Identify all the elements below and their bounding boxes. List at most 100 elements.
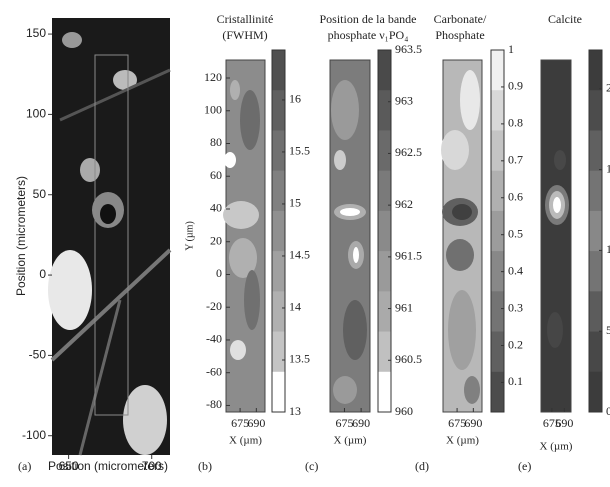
panel-title: Calcite — [548, 12, 582, 26]
panel-title: (FWHM) — [222, 28, 267, 42]
colorbar-step — [491, 130, 504, 172]
colorbar-tick-label: 13.5 — [289, 352, 310, 366]
colorbar-step — [491, 331, 504, 373]
x-tick-label: 690 — [352, 416, 370, 430]
contour-region — [452, 204, 472, 220]
panel-title: Cristallinité — [217, 12, 274, 26]
x-axis-label: X (µm) — [334, 435, 367, 447]
y-tick-label: 80 — [210, 135, 222, 149]
colorbar-tick-label: 963.5 — [395, 42, 422, 56]
colorbar-step — [589, 170, 602, 212]
colorbar-tick-label: 14.5 — [289, 248, 310, 262]
panel-label: (c) — [305, 459, 318, 473]
panel-label: (a) — [18, 459, 31, 473]
contour-region — [334, 150, 346, 170]
colorbar-tick-label: 1 — [606, 242, 610, 256]
colorbar-step — [491, 50, 504, 91]
contour-region — [230, 80, 240, 100]
colorbar-step — [272, 210, 285, 252]
x-tick-label: 675 — [335, 416, 353, 430]
colorbar-step — [491, 371, 504, 413]
contour-region — [441, 130, 469, 170]
colorbar-tick-label: 1 — [508, 42, 514, 56]
panel-label: (d) — [415, 459, 429, 473]
colorbar-step — [589, 251, 602, 292]
colorbar-tick-label: 0.6 — [508, 190, 523, 204]
colorbar-step — [378, 331, 391, 373]
x-tick-label: 675 — [543, 416, 561, 430]
colorbar-frame — [588, 49, 603, 413]
colorbar-step — [378, 210, 391, 252]
colorbar-tick-label: 962 — [395, 197, 413, 211]
colorbar-frame — [490, 49, 505, 413]
colorbar-tick-label: 0.5 — [508, 226, 523, 240]
contour-region — [460, 70, 480, 130]
contour-region — [353, 247, 359, 263]
y-tick-label: 0 — [39, 267, 46, 281]
colorbar-step — [491, 170, 504, 212]
y-tick-label: 120 — [204, 70, 222, 84]
y-axis-label: Y (µm) — [184, 221, 195, 251]
colorbar-step — [589, 291, 602, 333]
x-axis-label: X (µm) — [229, 435, 262, 447]
x-axis-label: Position (micrometers) — [48, 459, 168, 473]
colorbar-tick-label: 0.3 — [508, 300, 523, 314]
colorbar-step — [272, 130, 285, 172]
y-axis-label: Position (micrometers) — [14, 176, 28, 296]
colorbar-step — [589, 130, 602, 172]
colorbar-step — [378, 371, 391, 413]
contour-region — [229, 238, 257, 278]
colorbar-step — [589, 210, 602, 252]
colorbar-step — [491, 251, 504, 292]
colorbar-tick-label: 0.9 — [508, 79, 523, 93]
y-tick-label: -100 — [22, 428, 46, 442]
x-axis-label: X (µm) — [446, 435, 479, 447]
contour-field — [540, 59, 572, 413]
colorbar-tick-label: 960.5 — [395, 352, 422, 366]
colorbar-tick-label: 16 — [289, 92, 301, 106]
contour-region — [448, 290, 476, 370]
colorbar-tick-label: 14 — [289, 300, 301, 314]
panel-title: Phosphate — [435, 28, 484, 42]
colorbar-step — [272, 251, 285, 292]
panel-title: phosphate ν₁PO₄ — [328, 28, 409, 42]
colorbar-tick-label: 963 — [395, 93, 413, 107]
colorbar-step — [272, 371, 285, 413]
colorbar-step — [378, 170, 391, 212]
colorbar-step — [272, 291, 285, 333]
y-tick-label: -80 — [206, 397, 222, 411]
colorbar-tick-label: 962.5 — [395, 145, 422, 159]
y-tick-label: 20 — [210, 233, 222, 247]
x-tick-label: 690 — [555, 416, 573, 430]
y-tick-label: 150 — [26, 26, 46, 40]
contour-region — [230, 340, 246, 360]
y-tick-label: 100 — [204, 103, 222, 117]
colorbar-step — [589, 90, 602, 131]
contour-region — [340, 208, 360, 216]
x-tick-label: 675 — [448, 416, 466, 430]
colorbar-tick-label: 961.5 — [395, 249, 422, 263]
contour-region — [240, 90, 260, 150]
colorbar-tick-label: 0.2 — [508, 337, 523, 351]
colorbar-step — [589, 50, 602, 91]
x-axis-label: X (µm) — [540, 441, 573, 453]
colorbar-tick-label: 0.4 — [508, 263, 523, 277]
y-tick-label: -60 — [206, 364, 222, 378]
contour-region — [464, 376, 480, 404]
micrograph — [48, 18, 172, 456]
colorbar-tick-label: 0.1 — [508, 374, 523, 388]
colorbar-step — [272, 170, 285, 212]
contour-region — [331, 80, 359, 140]
y-tick-label: -20 — [206, 299, 222, 313]
panel-title: Position de la bande — [320, 12, 417, 26]
x-tick-label: 690 — [464, 416, 482, 430]
panel-label: (b) — [198, 459, 212, 473]
colorbar-step — [272, 50, 285, 91]
colorbar-tick-label: 1 — [606, 161, 610, 175]
y-tick-label: 60 — [210, 168, 222, 182]
colorbar-step — [378, 130, 391, 172]
y-tick-label: -50 — [29, 348, 47, 362]
y-tick-label: 50 — [33, 187, 47, 201]
contour-region — [224, 152, 236, 168]
